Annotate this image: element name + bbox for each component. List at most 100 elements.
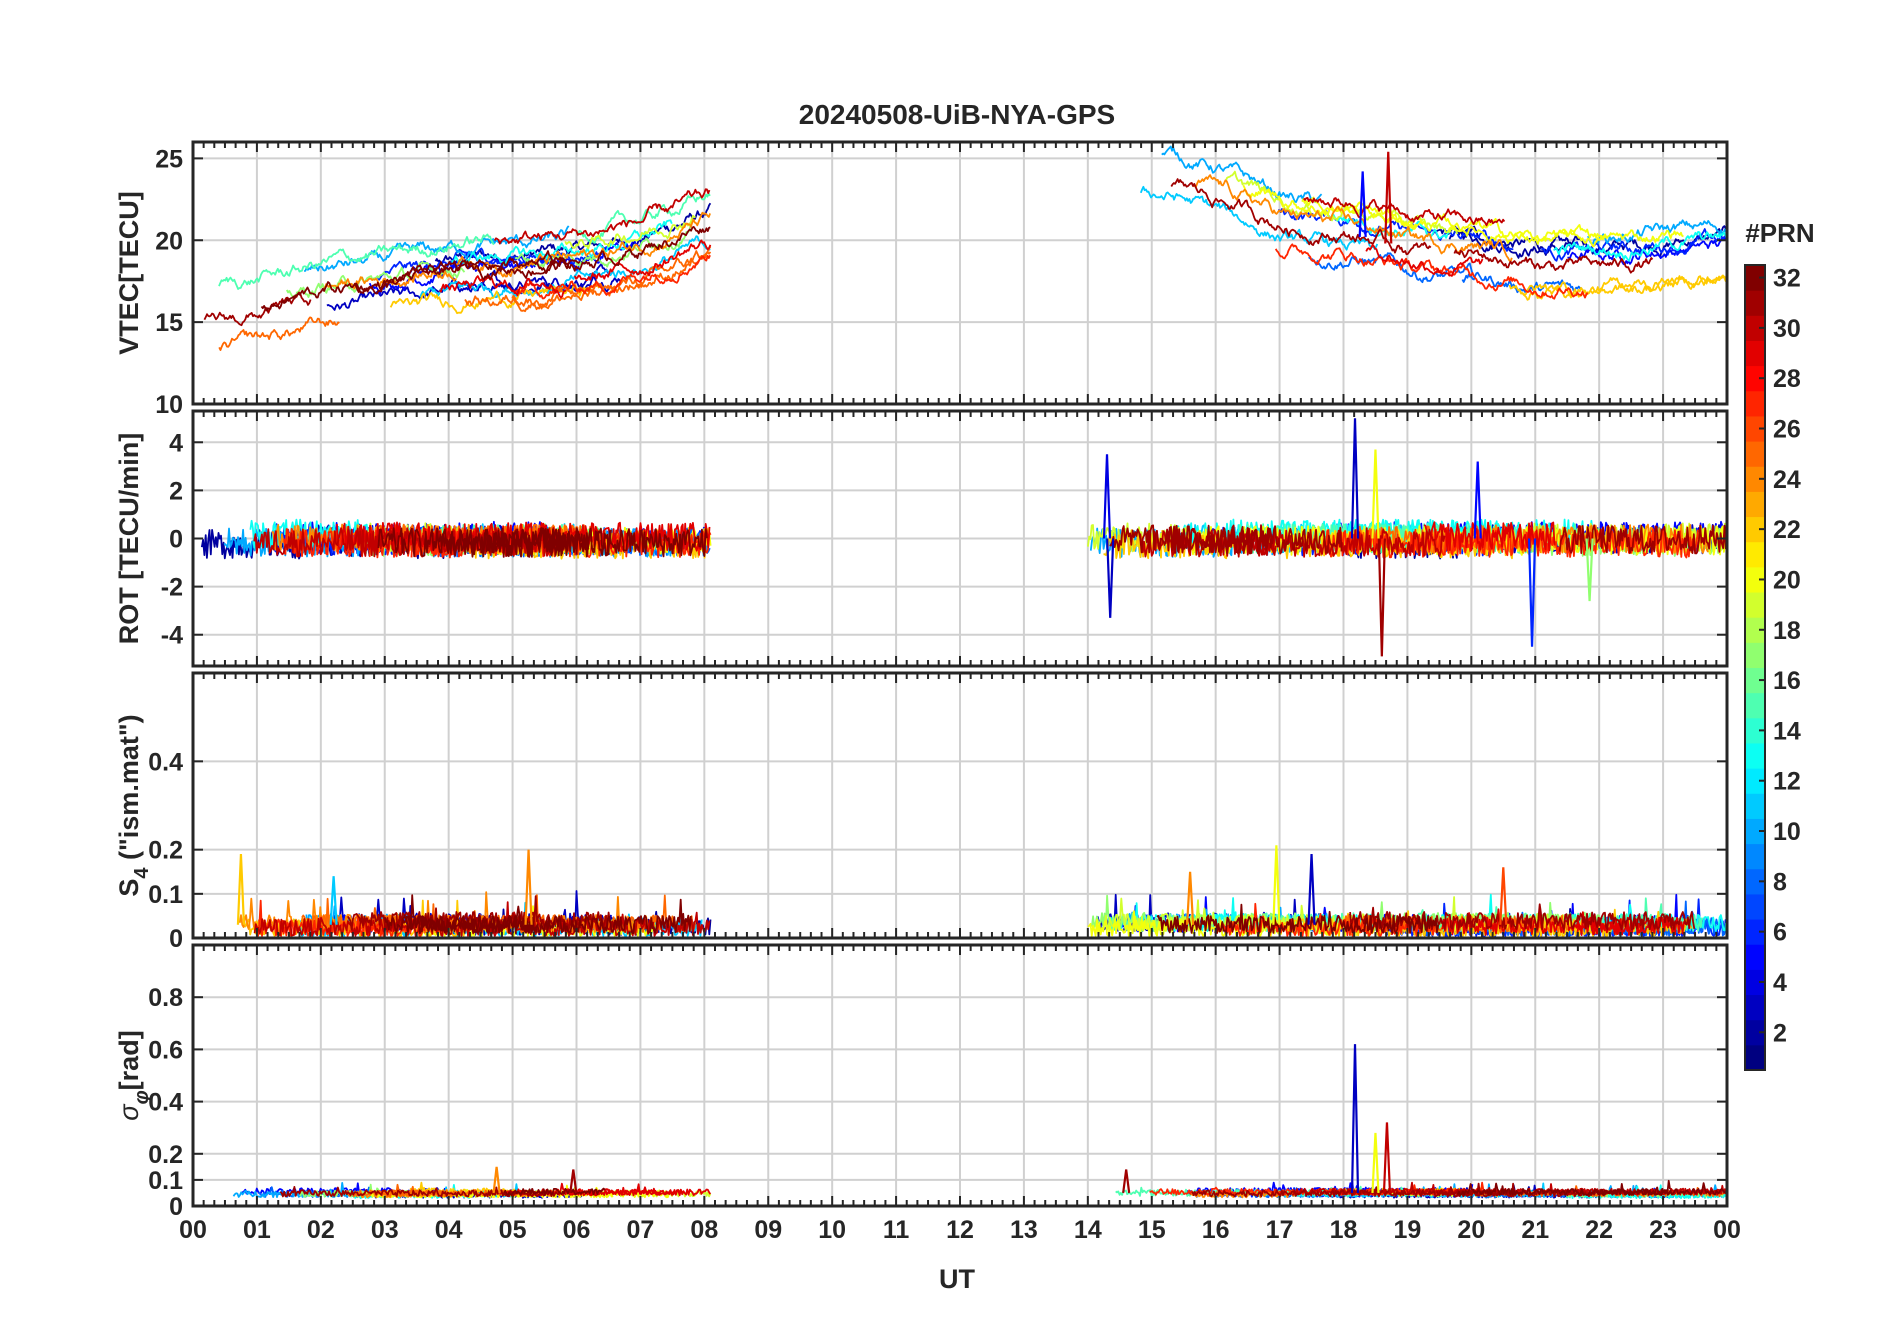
y-tick-label: 4 — [169, 429, 183, 457]
colorbar-tick-label: 4 — [1773, 969, 1787, 997]
prn-20-line — [1447, 217, 1684, 248]
colorbar-segment — [1745, 969, 1765, 996]
colorbar-frame — [1744, 264, 1766, 1071]
prn-31-line — [1453, 249, 1654, 274]
prn-32-line — [535, 226, 711, 272]
prn-2-line — [434, 202, 712, 268]
y-tick-label: 0.4 — [148, 748, 183, 776]
spike-mark — [1272, 845, 1281, 925]
prn-27-line — [1274, 243, 1589, 300]
x-tick-label: 11 — [883, 1216, 910, 1244]
colorbar-segment — [1745, 919, 1765, 945]
prn-27-line — [283, 527, 456, 559]
x-tick-label: 19 — [1394, 1216, 1422, 1244]
prn-29-line — [438, 275, 567, 299]
colorbar-tick-label: 10 — [1773, 818, 1801, 846]
colorbar-tick-label: 18 — [1773, 617, 1801, 645]
spike-mark — [1585, 538, 1594, 602]
prn-19-line — [564, 214, 696, 250]
panel-vtec: 10 15 20 25 VTEC[TECU] — [114, 140, 1729, 419]
y-tick-label: 0 — [169, 526, 183, 554]
colorbar-segment — [1745, 893, 1765, 920]
prn-32-line — [377, 527, 612, 558]
prn-20-line — [1301, 196, 1608, 244]
x-tick-label: 05 — [499, 1216, 527, 1244]
spike-mark — [236, 854, 246, 925]
panel-ticks — [192, 945, 1727, 1207]
colorbar-segment — [1745, 642, 1765, 668]
y-tick-label: 0.8 — [148, 984, 183, 1012]
prn-30-line — [1245, 527, 1446, 558]
y-axis-label: ROT [TECU/min] — [114, 433, 144, 644]
colorbar-segment — [1745, 566, 1765, 593]
spike-mark — [1499, 867, 1508, 925]
colorbar-segment — [1745, 768, 1765, 794]
colorbar-segment — [1745, 415, 1765, 442]
colorbar-segment — [1745, 265, 1765, 291]
x-tick-label: 00 — [1713, 1216, 1741, 1244]
prn-22-line — [389, 282, 600, 315]
colorbar-tick-label: 12 — [1773, 768, 1801, 796]
prn-10-line — [303, 225, 570, 273]
prn-31-line — [1170, 178, 1432, 256]
series-group — [200, 418, 1727, 657]
colorbar-tick-label: 24 — [1773, 466, 1801, 494]
y-axis-label: S4 ("ism.mat") — [114, 714, 153, 896]
x-tick-label: 01 — [243, 1216, 271, 1244]
prn-15-line — [218, 233, 495, 290]
x-tick-label: 17 — [1266, 1216, 1294, 1244]
spike-mark — [1371, 449, 1380, 539]
colorbar-segment — [1745, 994, 1765, 1021]
series-group — [203, 145, 1727, 351]
prn-31-line — [1558, 524, 1727, 555]
spike-mark — [1122, 1169, 1131, 1194]
prn-11-line — [1139, 185, 1379, 251]
colorbar-segment — [1745, 315, 1765, 341]
colorbar-tick-label: 6 — [1773, 919, 1787, 947]
spike-mark — [329, 876, 338, 925]
y-tick-label: -4 — [161, 622, 183, 650]
y-axis-label: VTEC[TECU] — [114, 191, 144, 355]
x-tick-label: 04 — [435, 1216, 463, 1244]
prn-25-line — [464, 251, 712, 313]
y-tick-label: 0.2 — [148, 1141, 183, 1169]
y-tick-label: 0.4 — [148, 1089, 183, 1117]
prn-32-line — [384, 915, 538, 934]
colorbar-segment — [1745, 667, 1765, 694]
colorbar-segment — [1745, 1044, 1765, 1071]
x-tick-label: 08 — [690, 1216, 718, 1244]
prn-15-line — [575, 192, 711, 244]
prn-29-line — [1365, 243, 1484, 277]
colorbar-segment — [1745, 290, 1765, 316]
y-tick-label: 2 — [169, 477, 183, 505]
colorbar-segment — [1745, 617, 1765, 643]
colorbar-segment — [1745, 944, 1765, 970]
colorbar-tick-label: 22 — [1773, 516, 1801, 544]
x-tick-label: 00 — [179, 1216, 207, 1244]
prn-22-line — [1508, 274, 1727, 299]
panel-ticks — [192, 411, 1727, 666]
colorbar-segment — [1745, 365, 1765, 392]
x-tick-label: 10 — [818, 1216, 846, 1244]
colorbar-segment — [1745, 818, 1765, 845]
prn-8-line — [1308, 252, 1475, 284]
prn-10-line — [1161, 145, 1323, 204]
colorbar-segment — [1745, 692, 1765, 719]
y-tick-label: 25 — [155, 145, 183, 173]
y-tick-label: 0.1 — [148, 1167, 183, 1195]
x-tick-label: 03 — [371, 1216, 399, 1244]
spike-mark — [1350, 418, 1360, 539]
spike-mark — [1106, 538, 1115, 618]
colorbar-segment — [1745, 491, 1765, 518]
prn-20-line — [1087, 910, 1358, 937]
prn-29-line — [1423, 521, 1556, 552]
prn-29-line — [573, 239, 712, 282]
prn-27-line — [512, 254, 711, 300]
spike-mark — [1371, 1132, 1380, 1194]
prn-13-line — [1552, 231, 1727, 262]
colorbar-tick-label: 14 — [1773, 717, 1801, 745]
prn-32-line — [260, 259, 581, 312]
spike-mark — [524, 849, 533, 925]
colorbar-segment — [1745, 441, 1765, 467]
